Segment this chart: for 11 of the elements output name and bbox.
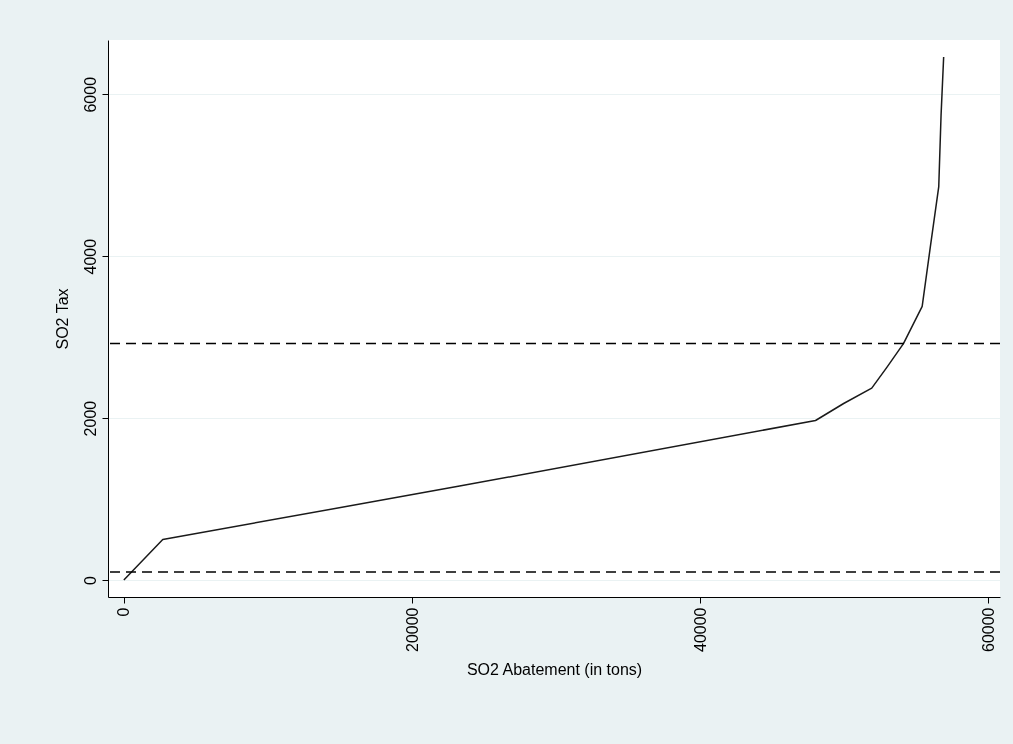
x-tick-label: 60000 <box>979 607 997 652</box>
line-series <box>123 56 945 581</box>
y-tick-label: 6000 <box>81 76 99 113</box>
y-tick-label: 0 <box>81 575 99 585</box>
x-tick-label: 0 <box>115 607 133 617</box>
x-tick-label: 40000 <box>691 607 709 652</box>
x-tick-label: 20000 <box>403 607 421 652</box>
x-axis-title: SO2 Abatement (in tons) <box>466 660 643 678</box>
y-axis-title: SO2 Tax <box>53 288 71 350</box>
y-tick-label: 4000 <box>81 238 99 275</box>
y-tick-label: 2000 <box>81 400 99 437</box>
